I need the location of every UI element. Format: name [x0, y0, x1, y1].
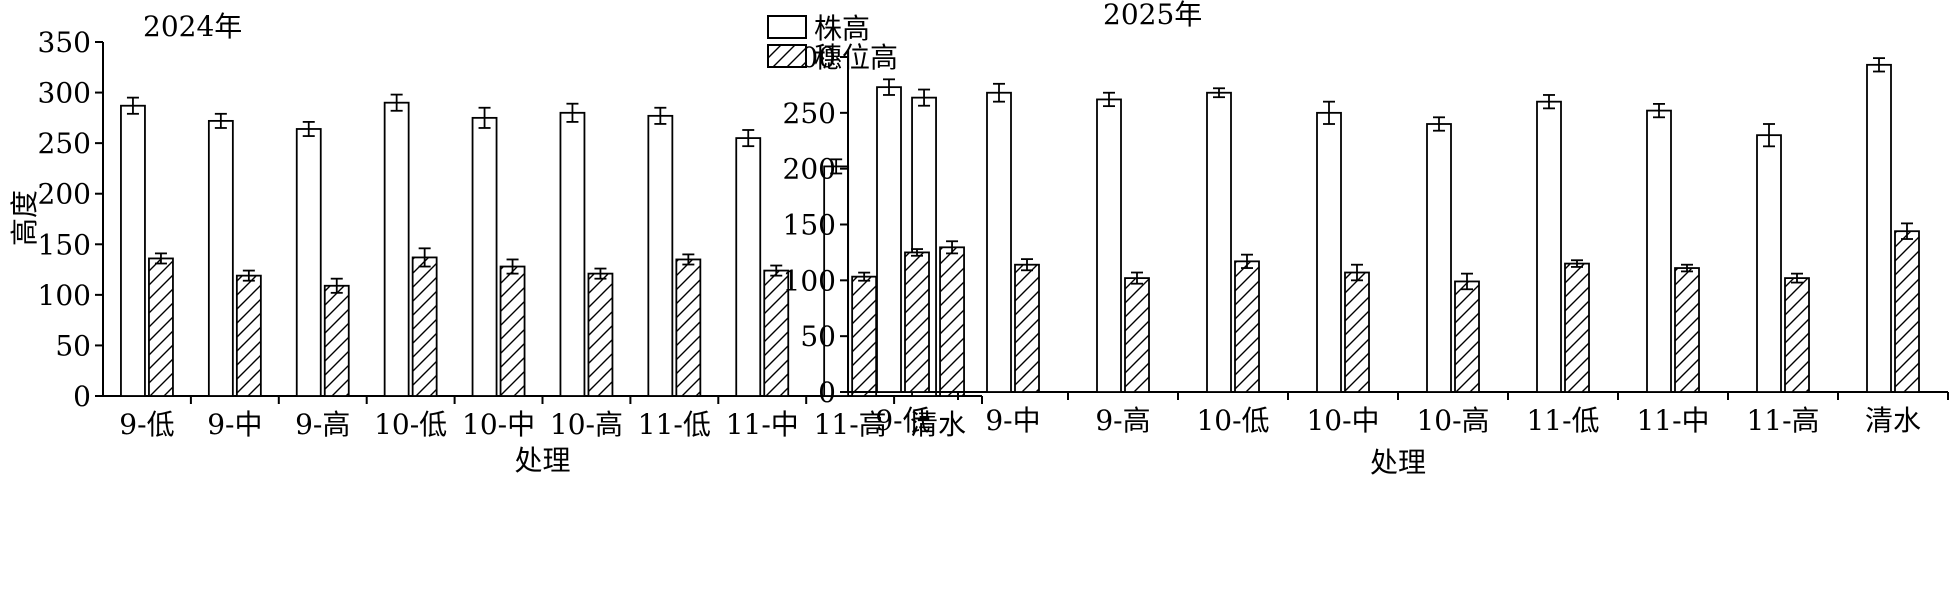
bar-blank: [1536, 100, 1562, 393]
x-tick-label: 11-高: [1746, 404, 1819, 437]
bar-blank: [207, 119, 234, 397]
bar-hatch: [939, 246, 965, 397]
bar-hatch: [1014, 263, 1040, 393]
bar-blank: [1096, 98, 1122, 393]
x-tick-label: 9-高: [1095, 404, 1150, 437]
x-tick-label: 9-低: [119, 408, 174, 441]
bar-blank: [120, 104, 146, 397]
x-tick-label: 10-低: [1196, 404, 1269, 437]
x-tick-label: 10-高: [550, 408, 623, 441]
bar-hatch: [1784, 277, 1810, 393]
x-tick-label: 清水: [1865, 404, 1921, 437]
x-tick-label: 11-高: [814, 408, 887, 441]
bar-hatch: [587, 272, 614, 397]
bar-hatch: [411, 256, 438, 397]
x-tick-label: 9-低: [875, 404, 930, 437]
bar-blank: [1756, 134, 1782, 393]
legend-swatch-hatch: [767, 44, 807, 68]
bar-hatch: [1234, 260, 1260, 393]
bar-hatch: [148, 257, 174, 397]
bar-blank: [1426, 123, 1452, 393]
x-tick-label: 11-中: [726, 408, 799, 441]
bar-blank: [1646, 109, 1672, 393]
legend: 株高 穗位高: [767, 12, 898, 74]
y-axis-title: 高度: [8, 190, 41, 246]
bar-hatch: [1674, 267, 1700, 393]
chart-panel-2024: 0 50 100 150 200 250 300 350 9-低 9-中 9-高 10-低 10-中 10…: [8, 10, 983, 477]
y-tick-label: 200: [38, 178, 91, 211]
x-tick-label: 10-高: [1416, 404, 1489, 437]
x-tick-label: 11-低: [1526, 404, 1599, 437]
legend-swatch-blank: [767, 15, 807, 39]
bar-hatch: [904, 251, 930, 393]
bar-blank: [471, 116, 498, 397]
y-tick-label: 350: [38, 26, 91, 59]
legend-label-hatch: 穗位高: [814, 41, 898, 74]
bar-blank: [1316, 111, 1342, 393]
y-tick-label: 50: [55, 329, 91, 362]
bar-hatch: [1124, 277, 1150, 393]
panel-title: 2024年: [143, 10, 242, 43]
x-tick-label: 11-低: [638, 408, 711, 441]
y-tick-label: 300: [38, 77, 91, 110]
y-tick-label: 200: [783, 153, 836, 186]
bar-blank: [559, 111, 586, 397]
x-tick-label: 10-低: [374, 408, 447, 441]
x-axis-title: 处理: [1370, 446, 1426, 479]
bar-blank: [647, 114, 674, 397]
bar-hatch: [1894, 230, 1920, 393]
bar-blank: [295, 128, 322, 397]
bar-hatch: [763, 269, 790, 397]
panel-title: 2025年: [1103, 0, 1202, 31]
bar-hatch: [851, 275, 878, 397]
bar-hatch: [1564, 262, 1590, 393]
bar-blank: [1206, 91, 1232, 393]
y-tick-label: 100: [38, 279, 91, 312]
y-tick-label: 0: [818, 376, 836, 409]
bar-blank: [735, 137, 762, 397]
x-tick-label: 10-中: [1306, 404, 1379, 437]
bar-hatch: [235, 274, 262, 397]
bar-hatch: [1454, 280, 1480, 393]
x-tick-label: 清水: [910, 408, 966, 441]
x-tick-label: 9-中: [985, 404, 1040, 437]
bar-hatch: [675, 258, 702, 397]
x-tick-label: 9-高: [295, 408, 350, 441]
bar-blank: [383, 101, 410, 397]
bar-blank: [986, 91, 1012, 393]
x-axis-title: 处理: [514, 444, 570, 477]
bar-hatch: [323, 284, 350, 397]
x-tick-label: 10-中: [462, 408, 535, 441]
x-tick-label: 11-中: [1636, 404, 1709, 437]
x-tick-label: 9-中: [207, 408, 262, 441]
y-tick-label: 150: [38, 228, 91, 261]
y-tick-label: 50: [800, 320, 836, 353]
y-tick-label: 150: [783, 209, 836, 242]
legend-label-blank: 株高: [814, 12, 870, 45]
y-tick-label: 0: [73, 380, 91, 413]
bar-hatch: [499, 265, 526, 397]
y-tick-label: 100: [783, 264, 836, 297]
bar-hatch: [1344, 271, 1370, 393]
bar-blank: [1866, 63, 1892, 393]
y-tick-label: 250: [38, 127, 91, 160]
y-tick-label: 250: [783, 97, 836, 130]
bar-blank: [876, 86, 902, 393]
